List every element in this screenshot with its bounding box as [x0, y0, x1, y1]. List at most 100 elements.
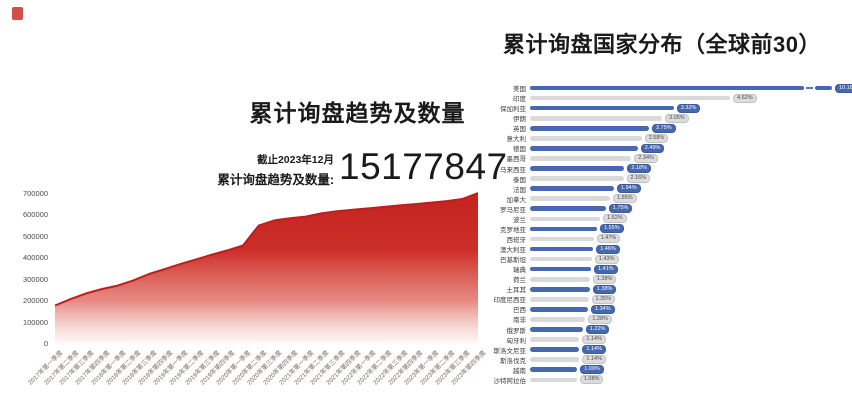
country-row: 匈牙利 1.14% [462, 335, 852, 345]
percent-badge: 1.75% [608, 204, 633, 214]
percent-badge: 2.34% [634, 153, 658, 163]
percent-badge: 2.18% [627, 164, 651, 174]
percent-badge: 1.22% [585, 325, 610, 335]
country-row: 俄罗斯 1.22% [462, 325, 852, 335]
country-name: 斯洛文尼亚 [493, 347, 527, 355]
country-row: 瑞典 1.41% [462, 264, 852, 274]
country-name: 泰国 [513, 176, 526, 184]
country-row: 伊朗 3.05% [462, 113, 852, 123]
country-name: 匈牙利 [506, 337, 527, 345]
axis-break-dash [806, 87, 813, 90]
country-bar [530, 297, 589, 302]
country-name: 荷兰 [513, 277, 526, 285]
percent-badge: 1.14% [582, 335, 606, 345]
country-name: 德国 [513, 146, 526, 154]
country-name: 克罗地亚 [500, 226, 526, 234]
country-bar [530, 105, 674, 111]
percent-badge: 1.14% [582, 345, 606, 355]
percent-badge: 1.35% [591, 294, 616, 304]
country-name: 意大利 [506, 136, 527, 144]
country-name: 印度尼西亚 [493, 297, 527, 305]
country-row: 巴西 1.34% [462, 304, 852, 314]
area-top-line [54, 192, 479, 307]
country-bar [530, 206, 606, 212]
as-of-date-label: 截止2023年12月 [256, 154, 334, 166]
percent-badge: 4.62% [733, 93, 757, 103]
percent-badge: 3.32% [676, 103, 701, 113]
country-name: 越南 [513, 367, 526, 375]
country-bar [530, 156, 632, 161]
y-tick-label: 300000 [22, 274, 48, 284]
country-bar [530, 337, 580, 342]
percent-badge: 1.14% [582, 355, 606, 365]
country-row: 美国 10.18% [462, 83, 852, 93]
total-count-value: 15177847 [339, 146, 508, 187]
percent-badge: 1.43% [594, 254, 619, 264]
corner-logo [12, 7, 23, 20]
y-tick-label: 100000 [22, 317, 48, 327]
country-row: 澳大利亚 1.46% [462, 244, 852, 254]
percent-badge: 1.34% [591, 304, 615, 314]
country-name: 南非 [513, 317, 526, 325]
country-name: 罗马尼亚 [500, 206, 526, 214]
country-name: 瑞典 [513, 267, 526, 275]
country-bar [530, 357, 580, 363]
country-row: 克罗地亚 1.55% [462, 224, 852, 234]
country-name: 英国 [513, 126, 526, 134]
country-name: 澳大利亚 [500, 247, 526, 255]
country-bar [530, 367, 578, 373]
country-bar [530, 276, 590, 282]
y-tick-label: 700000 [22, 189, 48, 198]
percent-badge: 3.05% [665, 113, 689, 123]
country-name: 巴西 [513, 307, 526, 315]
country-row: 西班牙 1.47% [462, 234, 852, 244]
country-name: 斯洛伐克 [500, 357, 526, 365]
country-bar [530, 176, 624, 181]
country-bar [530, 125, 650, 131]
country-row: 加拿大 1.85% [462, 194, 852, 204]
country-name: 俄罗斯 [506, 327, 527, 335]
percent-badge: 2.75% [652, 123, 676, 133]
y-tick-label: 500000 [22, 231, 48, 241]
country-name: 加拿大 [506, 196, 527, 204]
y-tick-label: 200000 [22, 296, 48, 306]
percent-badge: 10.18% [835, 83, 852, 93]
country-row: 南非 1.28% [462, 314, 852, 324]
country-name: 马来西亚 [500, 166, 526, 174]
area-chart [54, 192, 479, 343]
country-name: 土耳其 [506, 287, 527, 295]
y-tick-label: 600000 [22, 210, 48, 220]
area-fill [55, 193, 478, 343]
total-count-label: 累计询盘趋势及数量: [217, 173, 334, 187]
country-row: 沙特阿拉伯 1.08% [462, 375, 852, 385]
percent-badge: 1.38% [592, 284, 617, 294]
country-bar [530, 347, 580, 352]
country-row: 墨西哥 2.34% [462, 153, 852, 163]
country-bar [530, 85, 804, 91]
country-row: 保加利亚 3.32% [462, 103, 852, 113]
country-bar [530, 307, 588, 312]
country-name: 波兰 [513, 216, 526, 224]
country-row: 泰国 2.16% [462, 174, 852, 184]
y-tick-label: 400000 [22, 253, 48, 263]
country-row: 波兰 1.62% [462, 214, 852, 224]
percent-badge: 1.08% [579, 375, 604, 385]
country-row: 罗马尼亚 1.75% [462, 204, 852, 214]
country-bar [815, 85, 832, 91]
country-row: 土耳其 1.38% [462, 284, 852, 294]
country-bar [530, 317, 586, 322]
country-row: 法国 1.94% [462, 184, 852, 194]
country-name: 西班牙 [506, 236, 527, 244]
country-row: 马来西亚 2.18% [462, 164, 852, 174]
country-bar [530, 216, 601, 222]
country-row: 德国 2.49% [462, 143, 852, 153]
country-bar [530, 95, 730, 101]
country-name: 法国 [513, 186, 526, 194]
country-name: 美国 [513, 86, 526, 94]
country-row: 英国 2.75% [462, 123, 852, 133]
country-bar-list: 美国10.18%印度4.62%保加利亚3.32%伊朗3.05%英国2.75%意大… [462, 83, 852, 385]
percent-badge: 1.09% [580, 365, 604, 375]
percent-badge: 1.28% [588, 314, 612, 324]
country-bar [530, 226, 598, 232]
